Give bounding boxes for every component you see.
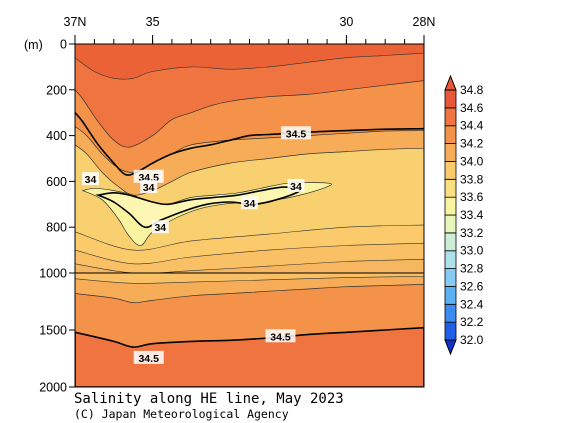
colorbar-band (444, 196, 457, 216)
colorbar-band (444, 143, 457, 162)
contour-label-34-5-1-text: 34.5 (286, 128, 307, 140)
upper-section (75, 44, 424, 273)
contour-label-34-1-bg (140, 180, 158, 194)
fill-band-lower-top (75, 273, 424, 284)
colorbar-band (444, 232, 457, 252)
colorbar-label: 34.2 (460, 137, 484, 151)
colorbar-label: 32.4 (460, 297, 484, 311)
contour-label-34-5-0-bg (133, 169, 164, 183)
chart-credit: (C) Japan Meteorological Agency (74, 407, 289, 421)
contour-label-34-2: 34 (151, 220, 169, 234)
contour-label-34-1-text: 34 (143, 182, 155, 194)
x-tick-label: 30 (339, 15, 353, 29)
colorbar: 32.0 32.2 32.4 32.6 32.8 33.0 33.2 33.4 33.6 33.8… (444, 74, 484, 356)
lower-section (75, 273, 424, 387)
y-tick-label: 800 (46, 221, 67, 235)
colorbar-band (444, 89, 457, 109)
contour-label-34-5-1-bg (281, 126, 311, 140)
contour-label-34-3-bg (241, 196, 258, 210)
contour-label-34-3-text: 34 (244, 198, 256, 210)
colorbar-label: 34.4 (460, 119, 484, 133)
contour-34-5-upper (75, 112, 424, 176)
x-axis: 37N 35 30 28N (64, 15, 436, 44)
colorbar-band (444, 214, 457, 234)
colorbar-band (444, 268, 457, 287)
x-tick-label: 35 (146, 15, 160, 29)
contour-label-34-5-2-bg (133, 350, 164, 364)
colorbar-label: 33.0 (460, 244, 484, 258)
y-axis: 0 200 400 600 800 1000 1500 2000 (39, 38, 75, 395)
colorbar-low-arrow (444, 339, 457, 356)
contour-label-34-0-text: 34 (85, 174, 97, 186)
contour-label-34-5-2: 34.5 (133, 350, 164, 365)
colorbar-label: 33.6 (460, 190, 484, 204)
colorbar-band (444, 125, 457, 144)
colorbar-band (444, 321, 457, 341)
colorbar-label: 33.8 (460, 172, 484, 186)
colorbar-label: 34.0 (460, 154, 484, 168)
contour-label-34-5-3-text: 34.5 (270, 331, 291, 343)
plot-area (75, 44, 424, 387)
x-tick-label: 28N (413, 15, 436, 29)
contour-label-34-2-text: 34 (154, 222, 166, 234)
contour-label-34-0: 34 (82, 172, 99, 186)
colorbar-band (444, 160, 457, 180)
y-tick-label: 600 (46, 175, 67, 189)
contour-label-34-4-text: 34 (290, 181, 302, 193)
contour-label-34-1: 34 (140, 180, 158, 194)
contour-label-34-2-bg (151, 220, 169, 234)
contour-label-34-5-3-bg (265, 329, 296, 343)
contour-label-34-5-1: 34.5 (281, 126, 311, 140)
y-axis-unit-label: (m) (24, 38, 43, 52)
colorbar-label: 32.8 (460, 262, 484, 276)
contour-label-34-4: 34 (287, 179, 305, 193)
contour-label-34-4-bg (287, 179, 305, 192)
colorbar-band (444, 285, 457, 305)
chart-title: Salinity along HE line, May 2023 (74, 391, 344, 407)
colorbar-high-arrow (444, 74, 457, 91)
colorbar-label: 32.2 (460, 315, 484, 329)
y-tick-label: 2000 (39, 381, 67, 395)
colorbar-label: 33.2 (460, 226, 484, 240)
colorbar-label: 34.8 (460, 83, 484, 97)
x-tick-label: 37N (64, 15, 87, 29)
contour-label-34-5-3: 34.5 (265, 329, 296, 343)
y-tick-label: 200 (46, 83, 67, 97)
contour-label-34-0-bg (82, 172, 99, 186)
fill-layer-lower-34.5 (75, 326, 424, 387)
colorbar-label: 32.0 (460, 333, 484, 347)
colorbar-label: 32.6 (460, 279, 484, 293)
contour-label-34-3: 34 (241, 196, 258, 210)
colorbar-band (444, 178, 457, 198)
colorbar-band (444, 303, 457, 323)
y-tick-label: 1500 (39, 324, 67, 338)
y-tick-label: 400 (46, 129, 67, 143)
colorbar-band (444, 107, 457, 127)
y-tick-label: 0 (60, 38, 67, 52)
y-tick-label: 1000 (39, 267, 67, 281)
colorbar-label: 33.4 (460, 208, 484, 222)
colorbar-label: 34.6 (460, 101, 484, 115)
colorbar-band (444, 250, 457, 269)
fill-layer-surface (75, 44, 424, 80)
contour-label-34-5-2-text: 34.5 (138, 353, 159, 365)
